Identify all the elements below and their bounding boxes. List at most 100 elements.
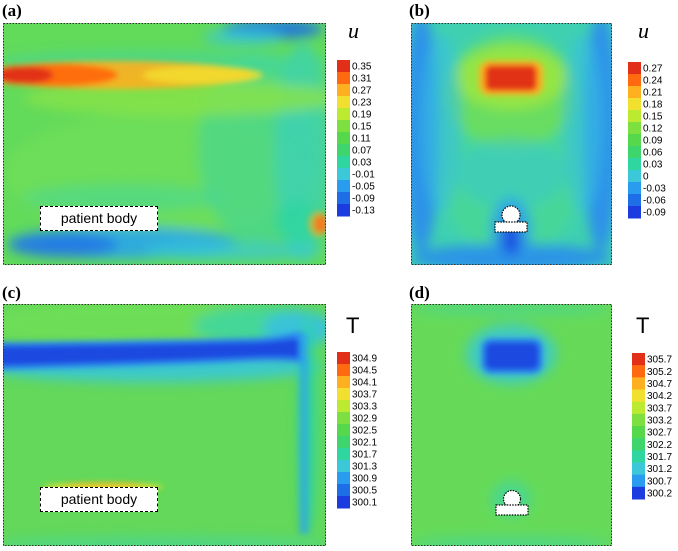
colorbar-swatch	[628, 110, 641, 123]
colorbar-tick-label: 0.03	[352, 158, 372, 169]
colorbar-tick-label: 304.9	[352, 354, 377, 365]
colorbar-tick-label: -0.13	[352, 206, 375, 217]
colorbar-tick-label: 301.7	[352, 450, 377, 461]
colorbar-swatch	[632, 426, 645, 439]
colorbar-tick-label: 0.27	[352, 86, 372, 97]
colorbar-swatch	[632, 450, 645, 463]
panel-c-letter: (c)	[2, 283, 21, 302]
colorbar-swatch	[337, 352, 350, 365]
colorbar-swatch	[628, 182, 641, 195]
panel-a-letter: (a)	[2, 1, 22, 20]
colorbar-tick-label: -0.01	[352, 170, 375, 181]
colorbar-tick-label: 300.2	[647, 488, 672, 499]
colorbar-swatch	[628, 194, 641, 207]
colorbar-swatch	[337, 96, 350, 109]
colorbar-swatch	[632, 365, 645, 378]
colorbar-swatch	[337, 364, 350, 377]
colorbar-swatch	[628, 206, 641, 219]
colorbar-tick-label: 0.09	[643, 136, 663, 147]
colorbar-swatch	[628, 170, 641, 183]
colorbar-tick-label: 304.2	[647, 391, 672, 402]
colorbar-tick-label: -0.05	[352, 182, 375, 193]
colorbar-tick-label: 303.3	[352, 402, 377, 413]
colorbar-swatch	[632, 462, 645, 476]
colorbar-tick-label: -0.09	[352, 194, 375, 205]
colorbar-swatch	[337, 120, 350, 133]
colorbar-swatch	[628, 146, 641, 159]
colorbar-swatch	[628, 134, 641, 147]
colorbar-swatch	[337, 412, 350, 425]
panel-a-variable: u	[348, 18, 359, 43]
colorbar-swatch	[337, 132, 350, 145]
panel-d-letter: (d)	[409, 283, 430, 302]
colorbar-swatch	[337, 108, 350, 121]
colorbar-tick-label: 304.7	[647, 379, 672, 390]
colorbar-swatch	[632, 413, 645, 427]
colorbar-tick-label: 0.12	[643, 124, 663, 135]
colorbar-swatch	[337, 204, 350, 217]
colorbar-swatch	[337, 192, 350, 205]
panel-b-colorbar: 0.270.240.210.180.150.120.090.060.030-0.…	[628, 62, 666, 219]
colorbar-swatch	[632, 353, 645, 366]
colorbar-swatch	[337, 376, 350, 389]
colorbar-tick-label: 302.2	[647, 440, 672, 451]
colorbar-swatch	[632, 486, 645, 500]
panel-c-patient-body: patient body	[40, 487, 158, 512]
colorbar-swatch	[628, 98, 641, 111]
panel-b-contour	[411, 23, 612, 265]
colorbar-tick-label: 305.2	[647, 367, 672, 378]
colorbar-tick-label: 304.5	[352, 366, 377, 377]
colorbar-tick-label: -0.06	[643, 196, 666, 207]
colorbar-swatch	[628, 86, 641, 99]
panel-a-contour	[3, 23, 326, 265]
colorbar-tick-label: 0.18	[643, 100, 663, 111]
panel-c-contour	[3, 304, 326, 546]
colorbar-swatch	[337, 144, 350, 157]
colorbar-swatch	[632, 474, 645, 488]
panel-c-colorbar: 304.9304.5304.1303.7303.3302.9302.5302.1…	[337, 352, 377, 509]
colorbar-swatch	[628, 74, 641, 87]
panel-b-variable: u	[638, 18, 649, 43]
colorbar-swatch	[337, 436, 350, 449]
colorbar-tick-label: 302.5	[352, 426, 377, 437]
colorbar-tick-label: 305.7	[647, 355, 672, 366]
colorbar-tick-label: 0.06	[643, 148, 663, 159]
colorbar-swatch	[628, 122, 641, 135]
colorbar-tick-label: 300.1	[352, 498, 377, 509]
colorbar-tick-label: 0.24	[643, 76, 663, 87]
panel-d-variable: T	[636, 313, 650, 338]
colorbar-tick-label: 0.19	[352, 110, 372, 121]
colorbar-tick-label: 0.31	[352, 74, 372, 85]
colorbar-swatch	[337, 84, 350, 97]
colorbar-tick-label: 304.1	[352, 378, 377, 389]
colorbar-tick-label: 0.23	[352, 98, 372, 109]
colorbar-swatch	[337, 496, 350, 509]
colorbar-tick-label: 0.15	[352, 122, 372, 133]
colorbar-tick-label: 301.2	[647, 464, 672, 475]
colorbar-swatch	[337, 460, 350, 473]
colorbar-tick-label: -0.03	[643, 184, 666, 195]
panel-c-variable: T	[346, 313, 360, 338]
colorbar-tick-label: 0.03	[643, 160, 663, 171]
colorbar-swatch	[337, 448, 350, 461]
colorbar-tick-label: 303.2	[647, 415, 672, 426]
colorbar-tick-label: 300.7	[647, 476, 672, 487]
colorbar-tick-label: 0.15	[643, 112, 663, 123]
colorbar-tick-label: 302.9	[352, 414, 377, 425]
colorbar-swatch	[632, 377, 645, 390]
colorbar-tick-label: 302.7	[647, 428, 672, 439]
colorbar-tick-label: 303.7	[647, 403, 672, 414]
colorbar-tick-label: -0.09	[643, 208, 666, 219]
panel-d-patient-silhouette	[495, 489, 529, 516]
colorbar-tick-label: 301.7	[647, 452, 672, 463]
colorbar-tick-label: 302.1	[352, 438, 377, 449]
panel-b-patient-silhouette	[494, 205, 528, 233]
colorbar-tick-label: 0	[643, 172, 649, 183]
colorbar-tick-label: 0.27	[643, 64, 663, 75]
panel-d-contour	[411, 304, 612, 546]
colorbar-swatch	[337, 388, 350, 401]
colorbar-tick-label: 300.9	[352, 474, 377, 485]
colorbar-tick-label: 0.11	[352, 134, 371, 145]
panel-b-letter: (b)	[409, 1, 430, 20]
